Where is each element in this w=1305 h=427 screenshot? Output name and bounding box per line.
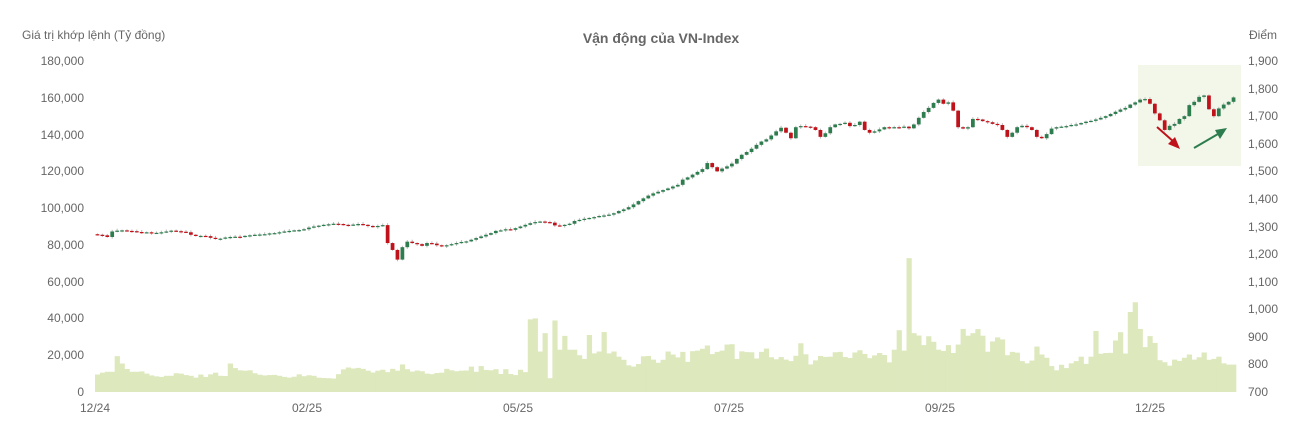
- right-axis-tick: 1,500: [1248, 164, 1279, 179]
- right-axis-tick: 1,600: [1248, 136, 1279, 151]
- candlesticks: [95, 94, 1236, 262]
- right-axis-tick: 1,900: [1248, 54, 1279, 68]
- left-axis-tick: 60,000: [47, 274, 84, 289]
- left-axis-tick: 180,000: [40, 54, 84, 68]
- trend-arrows: [1156, 126, 1227, 149]
- right-axis-tick: 700: [1248, 385, 1269, 399]
- right-axis-tick: 1,000: [1248, 302, 1279, 317]
- right-axis-tick: 900: [1248, 329, 1269, 344]
- left-axis-tick: 160,000: [40, 90, 84, 105]
- left-axis-tick: 0: [77, 385, 84, 399]
- right-axis-tick: 1,300: [1248, 219, 1279, 234]
- volume-bars: [95, 258, 1237, 393]
- right-axis-tick: 1,700: [1248, 109, 1279, 124]
- x-axis-tick: 12/25: [1134, 401, 1166, 415]
- chart-title: Vận động của VN-Index: [582, 30, 740, 46]
- right-axis-tick: 800: [1248, 357, 1269, 372]
- x-axis-tick: 09/25: [924, 401, 956, 415]
- left-axis-label: Giá trị khớp lệnh (Tỷ đồng): [22, 28, 166, 42]
- right-axis-tick: 1,800: [1248, 81, 1279, 96]
- arrow-down-icon: [1156, 126, 1180, 149]
- right-axis-tick: 1,200: [1248, 247, 1279, 262]
- x-axis-tick: 07/25: [713, 401, 745, 415]
- right-axis-tick: 1,400: [1248, 191, 1279, 206]
- left-axis-tick: 40,000: [47, 311, 84, 326]
- x-axis-tick: 02/25: [291, 401, 323, 415]
- right-axis-label: Điểm: [1249, 28, 1278, 42]
- x-axis-tick: 05/25: [502, 401, 534, 415]
- x-axis-tick: 12/24: [79, 401, 111, 415]
- left-axis-tick: 20,000: [47, 348, 84, 363]
- left-axis-tick: 80,000: [47, 237, 84, 252]
- left-axis-tick: 100,000: [40, 201, 84, 216]
- left-axis-tick: 120,000: [40, 164, 84, 179]
- right-axis-tick: 1,100: [1248, 274, 1279, 289]
- left-axis-tick: 140,000: [40, 127, 84, 142]
- arrow-up-icon: [1193, 128, 1227, 149]
